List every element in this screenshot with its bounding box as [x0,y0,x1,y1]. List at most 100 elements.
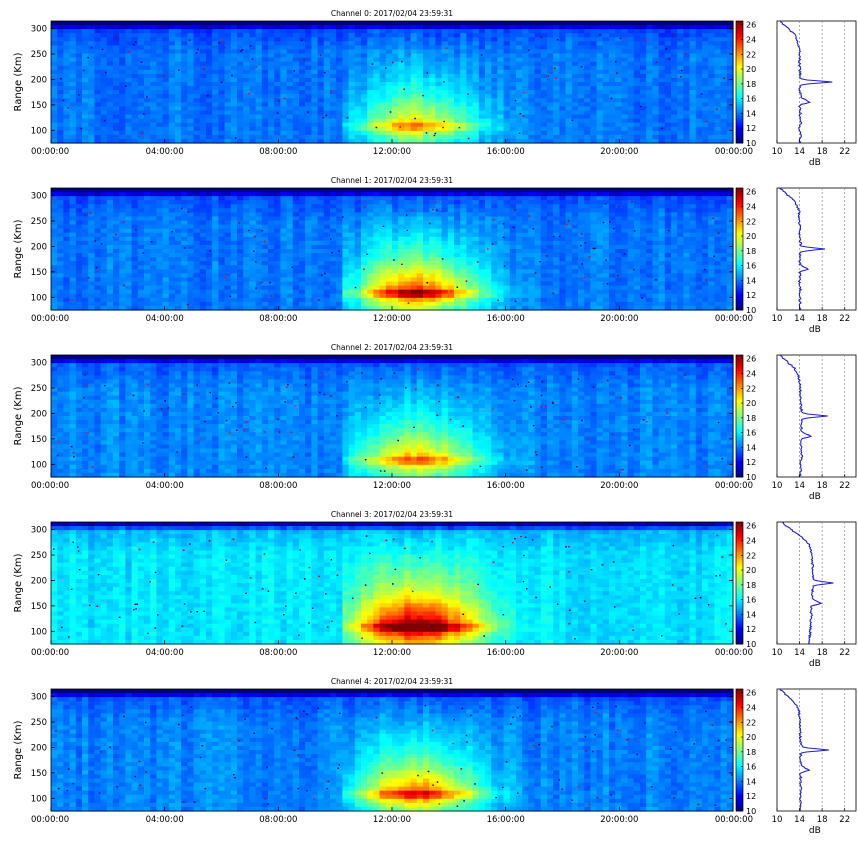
heatmap-cell [194,33,201,38]
heatmap-cell [646,123,653,128]
heatmap-cell [243,110,250,115]
heatmap-cell [330,233,337,238]
heatmap-cell [566,135,573,140]
heatmap-cell [355,25,362,30]
heatmap-cell [442,70,449,75]
heatmap-cell [683,98,690,103]
heatmap-cell [435,94,442,99]
heatmap-cell [94,25,101,30]
heatmap-cell [125,131,132,136]
heatmap-cell [299,196,306,201]
heatmap-cell [342,119,349,124]
heatmap-cell [200,229,207,234]
heatmap-cell [590,135,597,140]
heatmap-cell [330,265,337,270]
heatmap-cell [553,25,560,30]
heatmap-cell [479,127,486,132]
heatmap-cell [113,41,120,46]
heatmap-cell [132,45,139,50]
heatmap-cell [497,119,504,124]
heatmap-cell [299,298,306,303]
heatmap-cell [690,131,697,136]
heatmap-cell [51,265,58,270]
noise-speck [235,137,237,138]
heatmap-cell [299,277,306,282]
heatmap-cell [485,119,492,124]
heatmap-cell [417,119,424,124]
heatmap-cell [311,212,318,217]
heatmap-cell [572,45,579,50]
heatmap-cell [163,253,170,258]
heatmap-cell [225,54,232,59]
heatmap-cell [597,70,604,75]
heatmap-cell [256,237,263,242]
heatmap-cell [287,66,294,71]
heatmap-cell [194,212,201,217]
heatmap-cell [473,123,480,128]
heatmap-cell [144,37,151,42]
heatmap-cell [454,45,461,50]
heatmap-cell [361,70,368,75]
heatmap-cell [63,204,70,209]
heatmap-cell [423,70,430,75]
heatmap-cell [132,119,139,124]
heatmap-cell [268,269,275,274]
heatmap-cell [460,110,467,115]
heatmap-cell [435,86,442,91]
heatmap-cell [287,115,294,120]
heatmap-cell [442,66,449,71]
heatmap-cell [156,54,163,59]
heatmap-cell [336,294,343,299]
heatmap-cell [237,78,244,83]
heatmap-cell [454,94,461,99]
heatmap-cell [225,269,232,274]
heatmap-cell [194,229,201,234]
heatmap-cell [163,41,170,46]
heatmap-cell [528,135,535,140]
heatmap-cell [94,286,101,291]
heatmap-cell [144,98,151,103]
heatmap-cell [361,49,368,54]
heatmap-cell [683,70,690,75]
heatmap-cell [485,110,492,115]
heatmap-cell [57,82,64,87]
heatmap-cell [280,135,287,140]
heatmap-cell [547,62,554,67]
heatmap-cell [262,196,269,201]
heatmap-cell [76,225,83,230]
heatmap-cell [94,21,101,26]
heatmap-cell [63,188,70,193]
heatmap-cell [652,94,659,99]
heatmap-cell [324,33,331,38]
heatmap-cell [119,41,126,46]
heatmap-cell [634,90,641,95]
heatmap-cell [280,41,287,46]
heatmap-cell [76,265,83,270]
heatmap-cell [603,33,610,38]
heatmap-cell [256,70,263,75]
heatmap-cell [231,200,238,205]
heatmap-cell [417,106,424,111]
heatmap-cell [311,98,318,103]
heatmap-cell [144,123,151,128]
heatmap-cell [212,241,219,246]
heatmap-cell [305,82,312,87]
heatmap-cell [57,237,64,242]
heatmap-cell [144,90,151,95]
heatmap-cell [528,94,535,99]
heatmap-cell [274,131,281,136]
heatmap-cell [435,102,442,107]
heatmap-cell [101,298,108,303]
heatmap-cell [187,229,194,234]
heatmap-cell [107,200,114,205]
heatmap-cell [218,245,225,250]
heatmap-cell [187,41,194,46]
heatmap-cell [305,33,312,38]
heatmap-cell [70,282,77,287]
heatmap-cell [94,37,101,42]
heatmap-cell [225,37,232,42]
heatmap-cell [547,33,554,38]
heatmap-cell [63,302,70,307]
heatmap-cell [305,294,312,299]
heatmap-cell [473,98,480,103]
